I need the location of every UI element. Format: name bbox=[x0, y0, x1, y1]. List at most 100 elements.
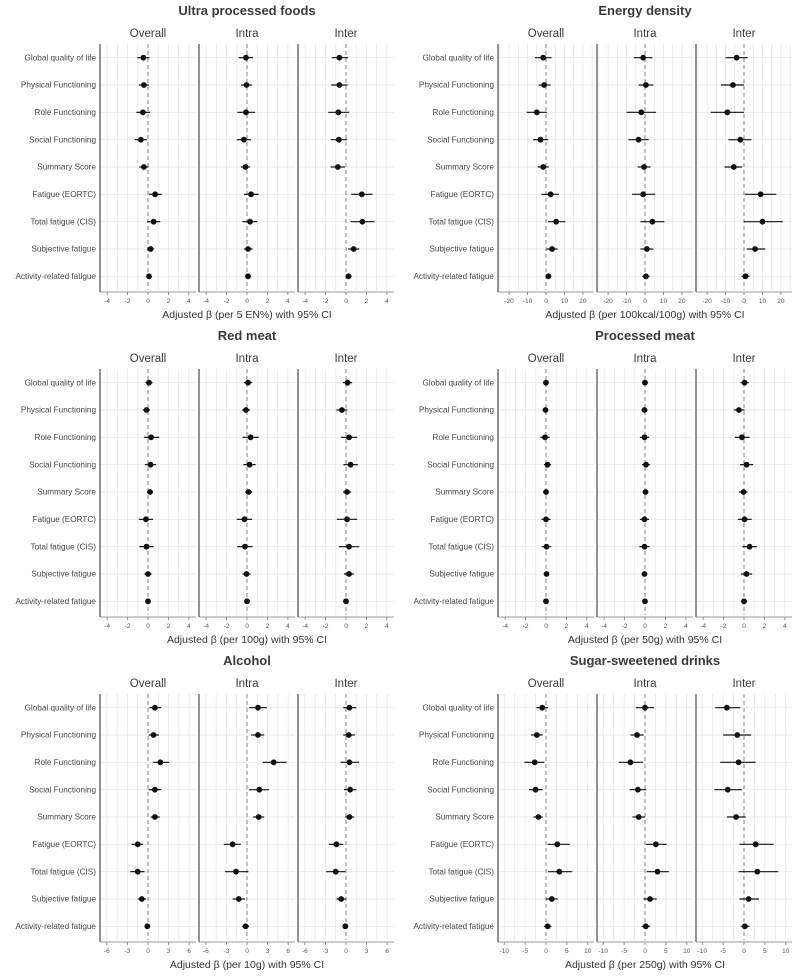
forest-row bbox=[331, 82, 348, 88]
point-estimate bbox=[533, 732, 540, 738]
point-estimate bbox=[143, 543, 150, 550]
forest-row bbox=[740, 571, 753, 577]
panel-inter: Inter -4 -2 0 2 4 bbox=[297, 28, 394, 305]
point-estimate bbox=[333, 841, 340, 848]
forest-row bbox=[131, 841, 144, 848]
forest-row bbox=[632, 191, 656, 198]
forest-row bbox=[543, 461, 552, 468]
category-label: Global quality of life bbox=[25, 378, 97, 387]
point-estimate bbox=[336, 54, 343, 61]
x-tick-label: -4 bbox=[302, 298, 308, 305]
forest-row bbox=[145, 379, 153, 386]
forest-row bbox=[641, 923, 651, 930]
x-tick-label: -20 bbox=[702, 298, 712, 305]
x-tick-label: 20 bbox=[777, 298, 785, 305]
forest-row bbox=[144, 923, 151, 930]
panel-intra: Intra -6 -3 0 3 6 bbox=[198, 678, 295, 955]
x-tick-label: 5 bbox=[664, 948, 668, 955]
category-label: Fatigue (EORTC) bbox=[430, 190, 494, 199]
point-estimate bbox=[243, 571, 250, 577]
point-estimate bbox=[642, 598, 648, 605]
forest-row bbox=[350, 218, 375, 225]
point-estimate bbox=[141, 82, 147, 88]
point-estimate bbox=[346, 571, 352, 577]
point-estimate bbox=[241, 136, 247, 143]
forest-row bbox=[232, 896, 245, 902]
point-estimate bbox=[246, 461, 253, 468]
x-tick-label: 6 bbox=[286, 948, 290, 955]
point-estimate bbox=[347, 786, 354, 793]
category-label: Fatigue (EORTC) bbox=[32, 840, 96, 849]
forest-row bbox=[149, 704, 162, 711]
forest-row bbox=[526, 109, 547, 116]
point-estimate bbox=[627, 759, 634, 766]
point-estimate bbox=[344, 516, 350, 523]
forest-row bbox=[726, 814, 746, 820]
point-estimate bbox=[545, 273, 552, 280]
chart-title: Energy density bbox=[598, 3, 692, 18]
forest-row bbox=[744, 218, 783, 225]
forest-row bbox=[146, 246, 155, 252]
forest-row bbox=[343, 571, 355, 577]
point-estimate bbox=[638, 109, 645, 116]
forest-row bbox=[243, 246, 253, 252]
point-estimate bbox=[242, 164, 249, 170]
category-label: Subjective fatigue bbox=[31, 245, 96, 254]
forest-row bbox=[629, 786, 647, 793]
category-label: Total fatigue (CIS) bbox=[30, 542, 96, 551]
panel-intra: Intra -4 -2 0 2 4 bbox=[198, 28, 295, 305]
figure-red-meat: Red meat Overall -4 -2 0 2 4 Intra -4 -2 0 2 4 Inter -… bbox=[0, 325, 398, 650]
category-label: Activity-related fatigue bbox=[413, 272, 494, 281]
point-estimate bbox=[233, 868, 239, 875]
x-tick-label: 10 bbox=[759, 298, 767, 305]
forest-row bbox=[243, 461, 256, 468]
forest-row bbox=[546, 896, 558, 902]
x-tick-label: -20 bbox=[504, 298, 514, 305]
forest-row bbox=[338, 543, 360, 550]
point-estimate bbox=[745, 896, 752, 902]
x-tick-label: -4 bbox=[601, 623, 607, 630]
point-estimate bbox=[150, 218, 157, 225]
chart-title: Sugar-sweetened drinks bbox=[570, 653, 720, 668]
forest-row bbox=[725, 54, 748, 61]
forest-row bbox=[720, 82, 744, 88]
chart-title: Alcohol bbox=[223, 653, 271, 668]
x-axis-label: Adjusted β (per 250g) with 95% CI bbox=[565, 959, 725, 971]
forest-row bbox=[746, 246, 766, 252]
point-estimate bbox=[723, 704, 730, 711]
x-tick-label: 0 bbox=[544, 948, 548, 955]
point-estimate bbox=[741, 516, 748, 523]
panel-overall: Overall -20 -10 0 10 20 bbox=[497, 28, 594, 305]
panel-header: Intra bbox=[235, 678, 259, 690]
forest-row bbox=[728, 136, 752, 143]
forest-row bbox=[130, 868, 145, 875]
forest-row bbox=[548, 868, 573, 875]
panel-header: Intra bbox=[633, 28, 657, 40]
category-label: Physical Functioning bbox=[21, 406, 97, 415]
point-estimate bbox=[347, 461, 354, 468]
point-estimate bbox=[737, 136, 744, 143]
x-tick-label: -5 bbox=[720, 948, 726, 955]
point-estimate bbox=[654, 868, 661, 875]
forest-row bbox=[632, 814, 645, 820]
point-estimate bbox=[339, 407, 345, 413]
forest-row bbox=[739, 841, 774, 848]
x-tick-label: 2 bbox=[167, 623, 171, 630]
forest-row bbox=[618, 759, 643, 766]
forest-row bbox=[134, 136, 147, 143]
forest-row bbox=[262, 759, 287, 766]
forest-row bbox=[540, 434, 550, 441]
forest-row bbox=[639, 434, 650, 441]
category-label: Summary Score bbox=[435, 813, 494, 822]
chart-title: Red meat bbox=[218, 328, 277, 343]
forest-row bbox=[741, 598, 748, 605]
point-estimate bbox=[549, 246, 555, 252]
x-tick-label: 0 bbox=[742, 298, 746, 305]
chart-processed-meat: Processed meat Overall -4 -2 0 2 4 Intra -4 -2 0 2 4… bbox=[413, 328, 792, 646]
forest-row bbox=[152, 759, 170, 766]
category-label: Physical Functioning bbox=[419, 406, 495, 415]
point-estimate bbox=[255, 814, 262, 820]
category-label: Role Functioning bbox=[433, 758, 495, 767]
forest-row bbox=[340, 434, 358, 441]
forest-row bbox=[145, 598, 151, 605]
